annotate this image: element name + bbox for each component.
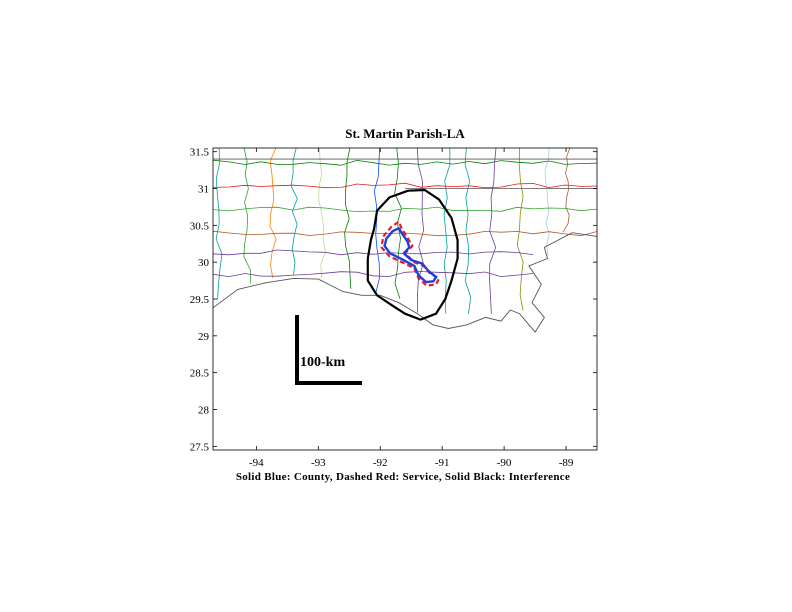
state-county-boundaries xyxy=(213,148,597,314)
legend-caption: Solid Blue: County, Dashed Red: Service,… xyxy=(236,471,570,483)
boundary-line xyxy=(215,148,223,300)
y-tick-label: 31.5 xyxy=(190,147,210,159)
y-tick-label: 28 xyxy=(198,404,210,416)
scale-bar: 100-km xyxy=(295,315,362,385)
map-title: St. Martin Parish-LA xyxy=(345,126,465,141)
y-tick-label: 31 xyxy=(198,184,209,196)
x-tick-label: -91 xyxy=(435,457,450,469)
scale-bar-label: 100-km xyxy=(300,355,345,370)
interference-contour xyxy=(366,188,459,321)
x-tick-label: -92 xyxy=(373,457,388,469)
county-boundary xyxy=(383,227,438,284)
boundary-line xyxy=(213,182,597,189)
boundary-line xyxy=(516,148,524,311)
boundary-line xyxy=(344,148,352,289)
y-tick-label: 29.5 xyxy=(190,294,210,306)
coastline-path xyxy=(213,232,597,333)
boundary-line xyxy=(544,148,550,256)
boundary-line xyxy=(213,206,597,213)
y-tick-label: 30.5 xyxy=(190,220,210,232)
boundary-line xyxy=(243,148,251,284)
boundary-line xyxy=(290,148,298,275)
boundary-line xyxy=(489,148,497,314)
y-axis-ticks: 31.5 31 30.5 30 29.5 29 28.5 28 27.5 xyxy=(190,147,597,453)
boundary-line xyxy=(318,148,326,278)
boundary-line xyxy=(562,148,571,233)
y-tick-label: 28.5 xyxy=(190,368,210,380)
x-tick-label: -94 xyxy=(249,457,264,469)
boundary-line xyxy=(213,249,534,256)
boundary-line xyxy=(443,148,451,314)
x-tick-label: -89 xyxy=(559,457,574,469)
boundary-line xyxy=(464,148,472,314)
axes-frame xyxy=(212,147,598,451)
y-tick-label: 30 xyxy=(198,257,210,269)
x-axis-ticks: -94 -93 -92 -91 -90 -89 xyxy=(249,148,574,469)
boundary-line xyxy=(416,148,425,313)
boundary-line xyxy=(373,148,381,292)
y-tick-label: 29 xyxy=(198,331,210,343)
x-tick-label: -93 xyxy=(311,457,326,469)
x-tick-label: -90 xyxy=(497,457,512,469)
boundary-line xyxy=(213,159,597,166)
boundary-line xyxy=(269,148,277,279)
contour-layer xyxy=(366,188,459,321)
coastline xyxy=(213,232,597,333)
y-tick-label: 27.5 xyxy=(190,441,210,453)
boundary-line xyxy=(213,271,534,278)
